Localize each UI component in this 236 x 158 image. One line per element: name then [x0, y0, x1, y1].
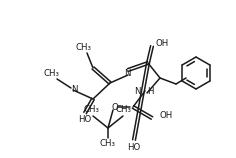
Text: OH: OH: [156, 39, 169, 48]
Text: CH₃: CH₃: [84, 106, 100, 115]
Text: HO: HO: [127, 143, 141, 152]
Text: H: H: [147, 86, 153, 95]
Text: N: N: [124, 69, 130, 78]
Text: CH₃: CH₃: [44, 69, 60, 78]
Text: OH: OH: [159, 110, 172, 119]
Text: CH₃: CH₃: [100, 140, 116, 149]
Text: N: N: [71, 85, 77, 94]
Text: N: N: [135, 86, 141, 95]
Text: CH₃: CH₃: [75, 43, 91, 52]
Text: CH₃: CH₃: [116, 106, 132, 115]
Text: O: O: [112, 103, 118, 112]
Text: HO: HO: [78, 115, 92, 124]
